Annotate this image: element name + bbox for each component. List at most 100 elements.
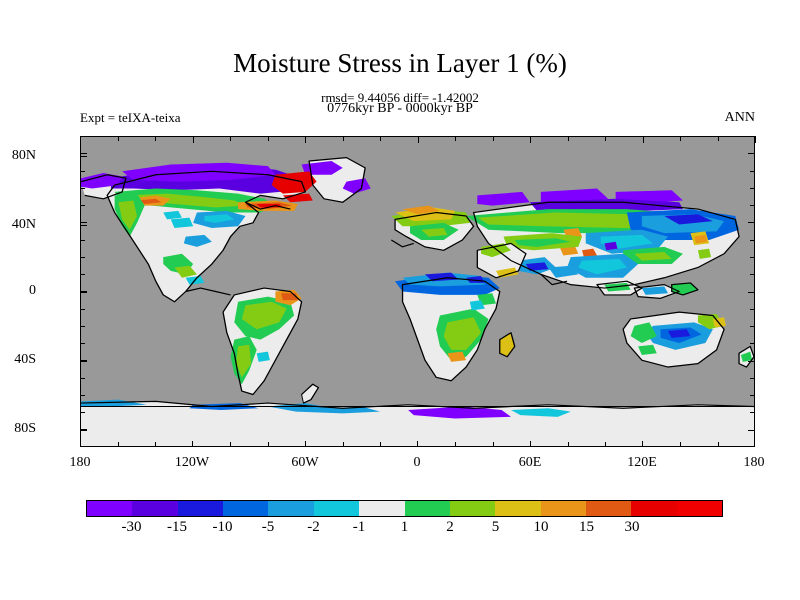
y-tick-60 [80, 187, 85, 189]
y-tick--70 [80, 412, 85, 414]
colorbar-tick-neg15: -15 [167, 519, 187, 535]
y-tick-right--10 [750, 308, 755, 310]
y-axis-label-40s: 40S [14, 352, 36, 367]
colorbar-tick-neg1: -1 [352, 519, 366, 535]
colorbar-band-13 [676, 501, 723, 516]
page-title: Moisture Stress in Layer 1 (%) [233, 48, 567, 78]
x-tick-minor-top--40 [342, 136, 344, 141]
colorbar-tick-neg30: -30 [121, 519, 142, 535]
x-tick-major-60w [305, 441, 306, 447]
y-tick-right--60 [750, 395, 755, 397]
x-tick-minor-top-140 [680, 136, 681, 141]
x-tick-minor-100 [605, 442, 606, 447]
y-tick-right-40 [748, 222, 755, 224]
x-tick-minor-top-160 [717, 136, 719, 141]
x-tick-minor-top-40 [492, 136, 494, 141]
x-tick-minor--80 [267, 442, 269, 447]
x-tick-major-top--60 [305, 136, 306, 143]
colorbar-tick-neg5: -5 [261, 519, 275, 535]
x-tick-minor-40 [492, 442, 494, 447]
y-tick-right-80 [748, 153, 755, 155]
x-tick-minor--40 [342, 442, 344, 447]
x-axis-label-60w: 60W [291, 455, 319, 470]
experiment-label: Expt = teIXA-teixa [80, 110, 181, 125]
y-tick--80 [80, 429, 87, 431]
y-tick--20 [80, 326, 85, 328]
x-tick-major-top--120 [192, 136, 194, 143]
colorbar-band-0 [87, 501, 133, 516]
x-axis-label-180w: 180 [69, 455, 91, 470]
colorbar-band-3 [223, 501, 269, 516]
y-tick-right-10 [750, 274, 755, 276]
y-tick-right--50 [750, 377, 755, 379]
y-tick-right--30 [750, 343, 755, 345]
x-axis-label-120w: 120W [174, 455, 210, 470]
x-tick-major-0 [417, 441, 418, 447]
x-tick-major-60e [530, 441, 531, 447]
colorbar-tick-15: 15 [579, 519, 594, 535]
x-tick-major-top-0 [417, 136, 419, 143]
colorbar-tick-10: 10 [533, 519, 549, 535]
map-plot-area [80, 136, 755, 447]
y-tick-right-60 [750, 187, 755, 189]
x-tick-minor-80 [567, 442, 569, 447]
y-tick-40 [80, 222, 87, 224]
colorbar-band-7 [404, 501, 450, 516]
x-tick-minor--160 [117, 442, 119, 447]
y-tick-right--70 [750, 412, 755, 414]
colorbar-band-9 [495, 501, 541, 516]
x-tick-major-top-60 [530, 136, 531, 143]
y-tick-right-20 [750, 256, 755, 258]
x-tick-major-top-120 [642, 136, 644, 143]
x-tick-minor-top--20 [380, 136, 381, 141]
world-map [81, 156, 754, 446]
colorbar-band-5 [313, 501, 360, 516]
y-tick-major-80s [80, 429, 87, 430]
x-axis-label-0: 0 [413, 455, 421, 470]
y-tick-right--20 [750, 326, 755, 328]
colorbar-band-11 [585, 501, 632, 516]
y-tick-80 [80, 153, 87, 155]
y-tick-0 [80, 291, 87, 293]
y-axis-label-80n: 80N [11, 148, 36, 163]
x-tick-major-top-180 [755, 136, 756, 143]
colorbar-band-2 [177, 501, 224, 516]
y-tick--40 [80, 360, 87, 362]
x-axis-label-60e: 60E [518, 455, 542, 470]
y-axis-label-80s: 80S [14, 421, 36, 436]
y-tick-right--80 [748, 429, 755, 431]
y-tick--60 [80, 395, 85, 397]
x-tick-major-180e [754, 441, 755, 447]
x-tick-minor-top-80 [567, 136, 569, 141]
x-tick-minor-top--160 [117, 136, 119, 141]
colorbar-tick-neg2: -2 [307, 519, 320, 535]
x-axis-label-120e: 120E [627, 455, 657, 470]
y-tick-right-30 [750, 239, 755, 241]
y-tick-20 [80, 256, 85, 258]
colorbar-band-12 [631, 501, 677, 516]
colorbar [86, 500, 723, 517]
y-axis-label-0: 0 [29, 283, 36, 298]
x-axis-label-180e: 180 [743, 455, 765, 470]
x-tick-minor-top--140 [155, 136, 156, 141]
colorbar-band-1 [132, 501, 178, 516]
colorbar-tick-2: 2 [446, 519, 454, 535]
x-tick-minor-140 [680, 442, 681, 447]
y-tick--50 [80, 377, 85, 379]
colorbar-tick-30: 30 [624, 519, 640, 535]
x-tick-minor--140 [155, 442, 156, 447]
y-tick-30 [80, 239, 85, 241]
y-tick-major-80n [80, 156, 87, 157]
x-tick-major-top--180 [80, 136, 81, 143]
colorbar-band-10 [540, 501, 586, 516]
y-tick-right-0 [748, 291, 755, 293]
colorbar-tick-neg10: -10 [212, 519, 233, 535]
y-tick-major-40n [80, 225, 87, 226]
x-tick-minor-160 [717, 442, 719, 447]
colorbar-band-6 [359, 501, 405, 516]
colorbar-band-8 [449, 501, 496, 516]
colorbar-tick-5: 5 [491, 519, 500, 535]
y-tick--30 [80, 343, 85, 345]
y-tick-50 [80, 205, 85, 207]
